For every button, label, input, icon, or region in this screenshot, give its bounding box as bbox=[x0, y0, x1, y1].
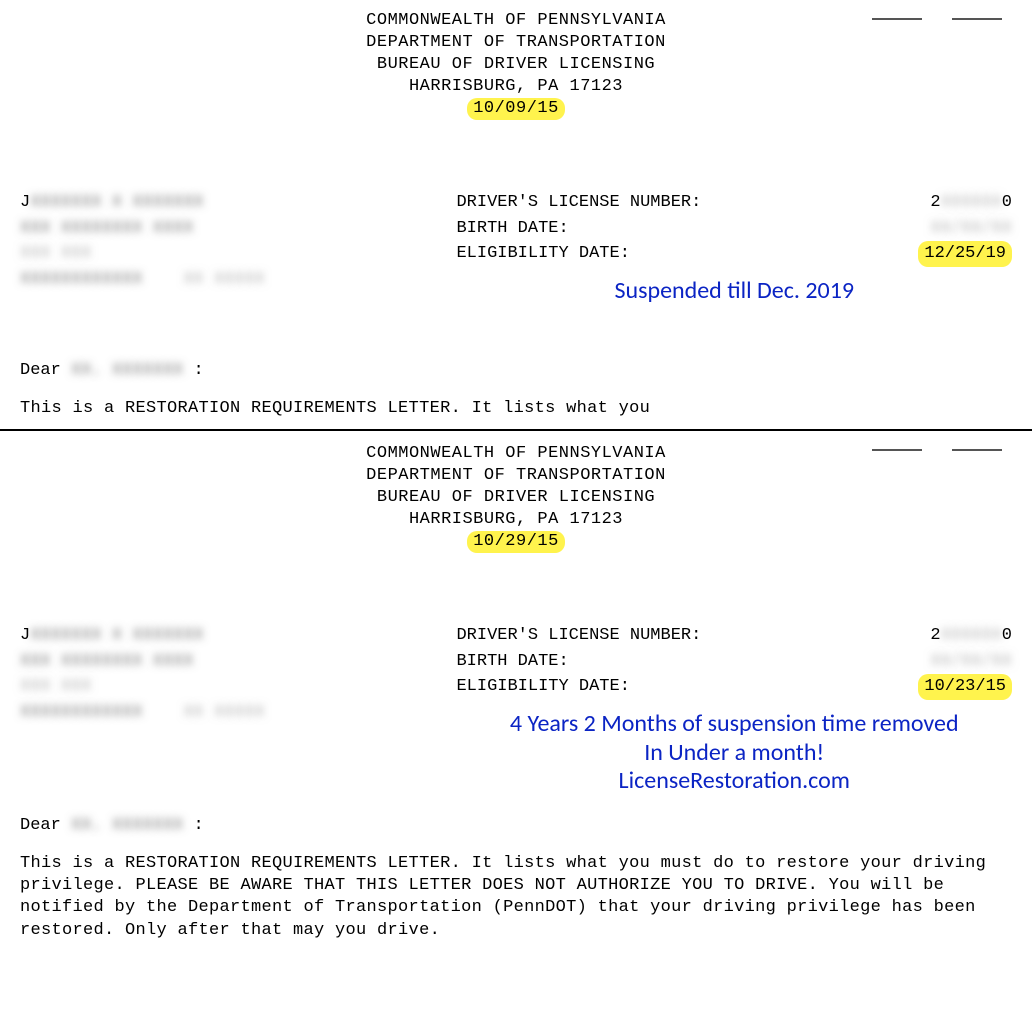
license-number-prefix: 2 bbox=[930, 626, 940, 645]
birth-date-label: BIRTH DATE: bbox=[456, 649, 568, 675]
letter-after: COMMONWEALTH OF PENNSYLVANIA DEPARTMENT … bbox=[0, 431, 1032, 947]
license-number-label: DRIVER'S LICENSE NUMBER: bbox=[456, 623, 701, 649]
annotation-line: In Under a month! bbox=[456, 739, 1012, 768]
redacted-text: XX XXXXX bbox=[183, 700, 265, 726]
redacted-text: XX/XX/XX bbox=[930, 649, 1012, 675]
salutation: Dear XX. XXXXXXX : bbox=[20, 361, 1012, 380]
agency-line: BUREAU OF DRIVER LICENSING bbox=[20, 54, 1012, 76]
annotation-line: 4 Years 2 Months of suspension time remo… bbox=[456, 710, 1012, 739]
agency-line: HARRISBURG, PA 17123 bbox=[20, 509, 1012, 531]
redacted-text: XXXXXXX X XXXXXXX bbox=[30, 190, 203, 216]
redacted-text: XXX XXX bbox=[20, 241, 91, 267]
eligibility-date-label: ELIGIBILITY DATE: bbox=[456, 241, 629, 267]
agency-line: HARRISBURG, PA 17123 bbox=[20, 76, 1012, 98]
agency-line: COMMONWEALTH OF PENNSYLVANIA bbox=[20, 10, 1012, 32]
form-marks bbox=[872, 449, 1002, 451]
salutation-prefix: Dear bbox=[20, 816, 61, 835]
letterhead: COMMONWEALTH OF PENNSYLVANIA DEPARTMENT … bbox=[20, 10, 1012, 120]
eligibility-date-label: ELIGIBILITY DATE: bbox=[456, 674, 629, 700]
letter-body: This is a RESTORATION REQUIREMENTS LETTE… bbox=[20, 853, 1012, 941]
salutation-prefix: Dear bbox=[20, 361, 61, 380]
salutation-suffix: : bbox=[193, 361, 203, 380]
redacted-text: XXXXXX bbox=[941, 190, 1002, 216]
agency-line: COMMONWEALTH OF PENNSYLVANIA bbox=[20, 443, 1012, 465]
info-block: JXXXXXXX X XXXXXXX XXX XXXXXXXX XXXX XXX… bbox=[20, 623, 1012, 796]
agency-line: DEPARTMENT OF TRANSPORTATION bbox=[20, 465, 1012, 487]
license-number-suffix: 0 bbox=[1002, 193, 1012, 212]
salutation-suffix: : bbox=[193, 816, 203, 835]
redacted-text: XXX XXXXXXXX XXXX bbox=[20, 216, 193, 242]
dash-mark bbox=[952, 18, 1002, 20]
annotation-link: LicenseRestoration.com bbox=[456, 767, 1012, 796]
eligibility-date-value: 12/25/19 bbox=[918, 241, 1012, 267]
birth-date-label: BIRTH DATE: bbox=[456, 216, 568, 242]
salutation: Dear XX. XXXXXXX : bbox=[20, 816, 1012, 835]
license-number-label: DRIVER'S LICENSE NUMBER: bbox=[456, 190, 701, 216]
redacted-text: XXXXXXXXXXXX bbox=[20, 700, 142, 726]
redacted-text: XX. XXXXXXX bbox=[71, 816, 183, 835]
annotation-suspended: Suspended till Dec. 2019 bbox=[456, 277, 1012, 306]
form-marks bbox=[872, 18, 1002, 20]
letter-before: COMMONWEALTH OF PENNSYLVANIA DEPARTMENT … bbox=[0, 0, 1032, 425]
redacted-text: XXXXXXX X XXXXXXX bbox=[30, 623, 203, 649]
redacted-text: XX. XXXXXXX bbox=[71, 361, 183, 380]
license-number-prefix: 2 bbox=[930, 193, 940, 212]
driver-info-block: DRIVER'S LICENSE NUMBER: 2XXXXXX0 BIRTH … bbox=[456, 623, 1012, 796]
letterhead: COMMONWEALTH OF PENNSYLVANIA DEPARTMENT … bbox=[20, 443, 1012, 553]
driver-info-block: DRIVER'S LICENSE NUMBER: 2XXXXXX0 BIRTH … bbox=[456, 190, 1012, 305]
addressee-initial: J bbox=[20, 193, 30, 212]
letter-date: 10/09/15 bbox=[467, 98, 565, 120]
redacted-text: XXX XXX bbox=[20, 674, 91, 700]
dash-mark bbox=[872, 449, 922, 451]
letter-body: This is a RESTORATION REQUIREMENTS LETTE… bbox=[20, 398, 1012, 420]
annotation-result: 4 Years 2 Months of suspension time remo… bbox=[456, 710, 1012, 796]
redacted-text: XX/XX/XX bbox=[930, 216, 1012, 242]
agency-line: DEPARTMENT OF TRANSPORTATION bbox=[20, 32, 1012, 54]
agency-line: BUREAU OF DRIVER LICENSING bbox=[20, 487, 1012, 509]
redacted-text: XX XXXXX bbox=[183, 267, 265, 293]
dash-mark bbox=[952, 449, 1002, 451]
redacted-text: XXXXXX bbox=[941, 623, 1002, 649]
letter-date: 10/29/15 bbox=[467, 531, 565, 553]
eligibility-date-value: 10/23/15 bbox=[918, 674, 1012, 700]
license-number-suffix: 0 bbox=[1002, 626, 1012, 645]
redacted-text: XXX XXXXXXXX XXXX bbox=[20, 649, 193, 675]
redacted-text: XXXXXXXXXXXX bbox=[20, 267, 142, 293]
addressee-initial: J bbox=[20, 626, 30, 645]
dash-mark bbox=[872, 18, 922, 20]
addressee-block: JXXXXXXX X XXXXXXX XXX XXXXXXXX XXXX XXX… bbox=[20, 190, 456, 292]
info-block: JXXXXXXX X XXXXXXX XXX XXXXXXXX XXXX XXX… bbox=[20, 190, 1012, 305]
addressee-block: JXXXXXXX X XXXXXXX XXX XXXXXXXX XXXX XXX… bbox=[20, 623, 456, 725]
